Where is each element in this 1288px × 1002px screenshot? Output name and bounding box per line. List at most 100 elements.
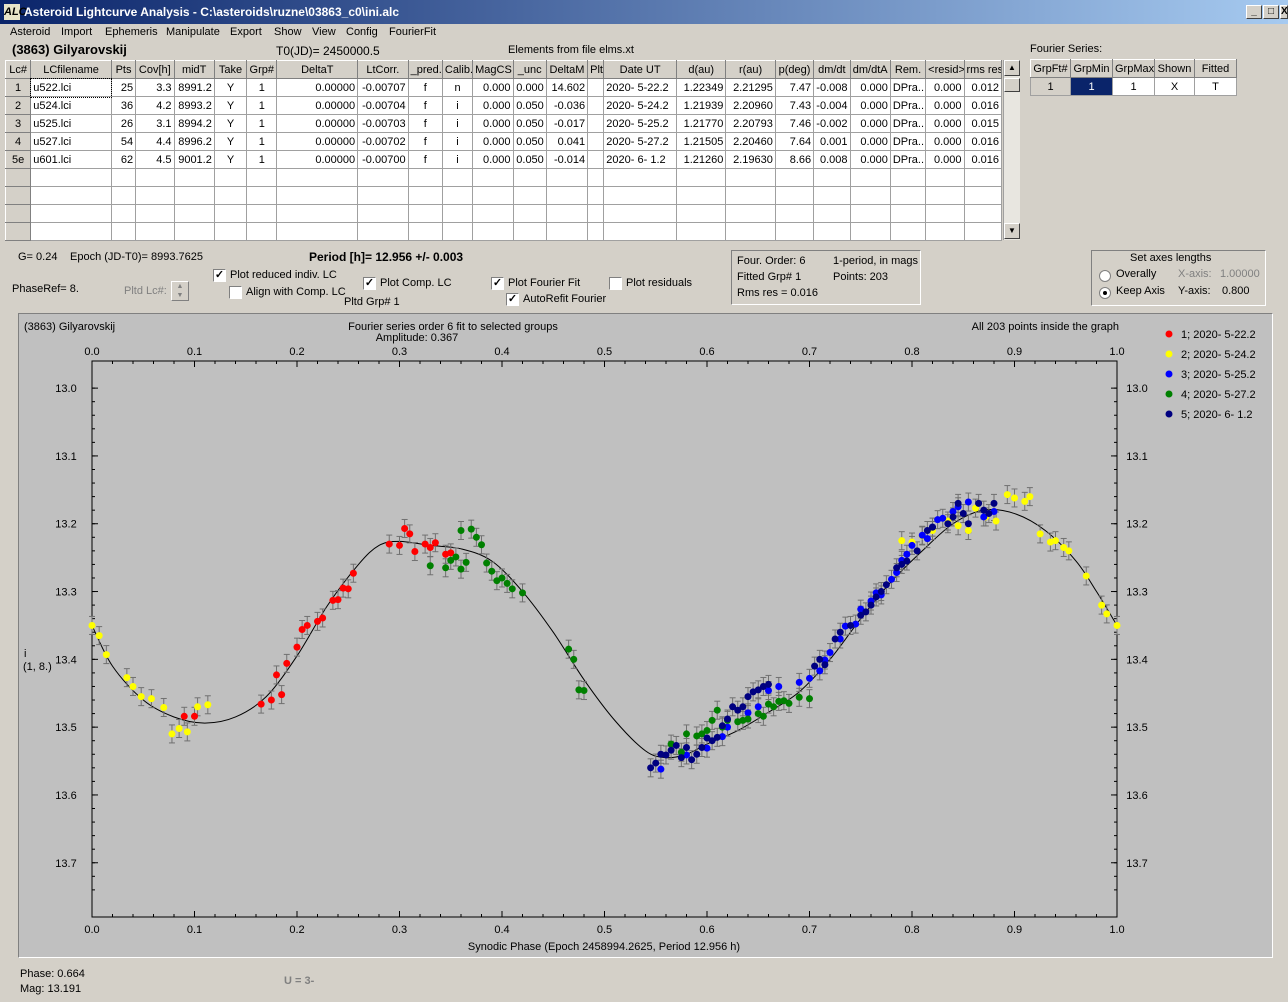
menu-import[interactable]: Import [61,26,93,38]
table-cell[interactable]: 36 [110,96,137,115]
table-cell[interactable]: 7.46 [774,114,815,133]
table-cell[interactable] [110,204,137,223]
table-cell[interactable]: 9001.2 [173,150,215,169]
table-cell[interactable]: -0.00703 [357,114,409,133]
menu-manipulate[interactable]: Manipulate [166,26,220,38]
table-cell[interactable]: 8996.2 [173,132,215,151]
table-cell[interactable]: 1 [246,78,278,97]
table-row-empty[interactable] [4,204,1003,223]
table-row[interactable]: 2 u524.lci 36 4.2 8993.2 Y 1 0.00000 -0.00704 f i 0… [4,96,1003,115]
table-cell[interactable] [725,168,776,187]
table-cell[interactable]: Y [213,114,248,133]
table-cell[interactable] [4,222,32,241]
fourier-series-table[interactable]: GrpFt# GrpMin GrpMax Shown Fitted 1 1 1 … [1030,59,1237,96]
table-row-empty[interactable] [4,222,1003,241]
table-cell[interactable] [4,168,32,187]
table-cell[interactable]: 8991.2 [173,78,215,97]
table-cell[interactable] [813,186,851,205]
table-cell[interactable]: 2020- 5-25.2 [603,114,677,133]
table-cell[interactable]: -0.014 [545,150,589,169]
table-cell[interactable] [675,222,727,241]
table-cell[interactable] [357,186,409,205]
keep-axis-radio[interactable] [1099,287,1111,299]
table-cell[interactable] [587,132,605,151]
plot-residuals-checkbox[interactable] [609,277,622,290]
column-header[interactable]: Rem. [889,60,927,79]
pltd-lc-spinner[interactable]: ▲ ▼ [171,281,189,301]
table-cell[interactable]: 0.001 [813,132,851,151]
table-cell[interactable]: 7.64 [774,132,815,151]
table-cell[interactable]: 0.000 [472,78,514,97]
table-row-empty[interactable] [4,186,1003,205]
table-row-empty[interactable] [4,168,1003,187]
table-cell[interactable] [587,78,605,97]
table-cell[interactable]: 0.016 [963,150,1003,169]
table-cell[interactable]: 0.000 [925,78,965,97]
table-cell[interactable] [963,204,1003,223]
table-cell[interactable] [30,204,112,223]
table-cell[interactable] [246,222,278,241]
column-header[interactable]: Plt [587,60,605,79]
table-cell[interactable] [587,150,605,169]
table-cell[interactable] [675,168,727,187]
table-cell[interactable]: 0.000 [472,150,514,169]
table-cell[interactable]: -0.00700 [357,150,409,169]
table-cell[interactable] [925,168,965,187]
column-header[interactable]: Take [213,60,248,79]
table-cell[interactable]: 2.20793 [725,114,776,133]
chart-svg[interactable]: (3863) Gilyarovskij Fourier series order… [19,314,1272,957]
column-header[interactable]: LCfilename [30,60,112,79]
table-cell[interactable]: u522.lci [29,77,113,98]
column-header[interactable]: <resid> [925,60,965,79]
table-cell[interactable] [472,186,514,205]
table-cell[interactable]: 4 [4,132,32,151]
table-cell[interactable] [849,186,891,205]
table-cell[interactable] [925,204,965,223]
table-cell[interactable] [472,168,514,187]
table-cell[interactable] [963,222,1003,241]
table-cell[interactable] [889,186,927,205]
table-cell[interactable] [135,186,175,205]
plot-comp-checkbox[interactable]: ✓ [363,277,376,290]
table-cell[interactable]: 54 [110,132,137,151]
table-cell[interactable]: -0.00707 [357,78,409,97]
table-cell[interactable] [849,204,891,223]
column-header[interactable]: DeltaT [276,60,359,79]
x-axis-value[interactable]: 1.00000 [1220,268,1260,280]
table-cell[interactable]: u524.lci [30,96,112,115]
table-cell[interactable]: -0.008 [813,78,851,97]
table-cell[interactable] [135,222,175,241]
table-cell[interactable] [889,204,927,223]
table-cell[interactable] [173,204,215,223]
table-cell[interactable] [246,168,278,187]
table-cell[interactable] [545,168,589,187]
table-cell[interactable] [603,222,677,241]
table-cell[interactable]: i [441,132,474,151]
table-cell[interactable]: 3.1 [135,114,175,133]
table-cell[interactable]: 8994.2 [173,114,215,133]
table-cell[interactable]: 7.43 [774,96,815,115]
table-cell[interactable]: -0.036 [545,96,589,115]
fourier-cell-grpmin[interactable]: 1 [1070,77,1113,96]
table-cell[interactable] [441,168,474,187]
table-cell[interactable] [441,186,474,205]
table-cell[interactable]: 4.4 [135,132,175,151]
fourier-row[interactable]: 1 1 1 X T [1030,77,1237,96]
table-cell[interactable] [512,168,547,187]
table-cell[interactable]: 1 [246,132,278,151]
table-cell[interactable]: 0.000 [512,78,547,97]
table-cell[interactable]: u601.lci [30,150,112,169]
table-cell[interactable] [813,222,851,241]
table-cell[interactable] [725,222,776,241]
align-comp-checkbox[interactable] [229,286,242,299]
table-cell[interactable]: 1 [4,78,32,97]
table-cell[interactable]: 25 [110,78,137,97]
column-header[interactable]: Grp# [246,60,278,79]
table-cell[interactable]: u525.lci [30,114,112,133]
table-cell[interactable] [135,168,175,187]
table-cell[interactable] [925,222,965,241]
table-cell[interactable] [357,204,409,223]
table-cell[interactable]: Y [213,96,248,115]
table-cell[interactable] [774,168,815,187]
column-header[interactable]: Date UT [603,60,677,79]
